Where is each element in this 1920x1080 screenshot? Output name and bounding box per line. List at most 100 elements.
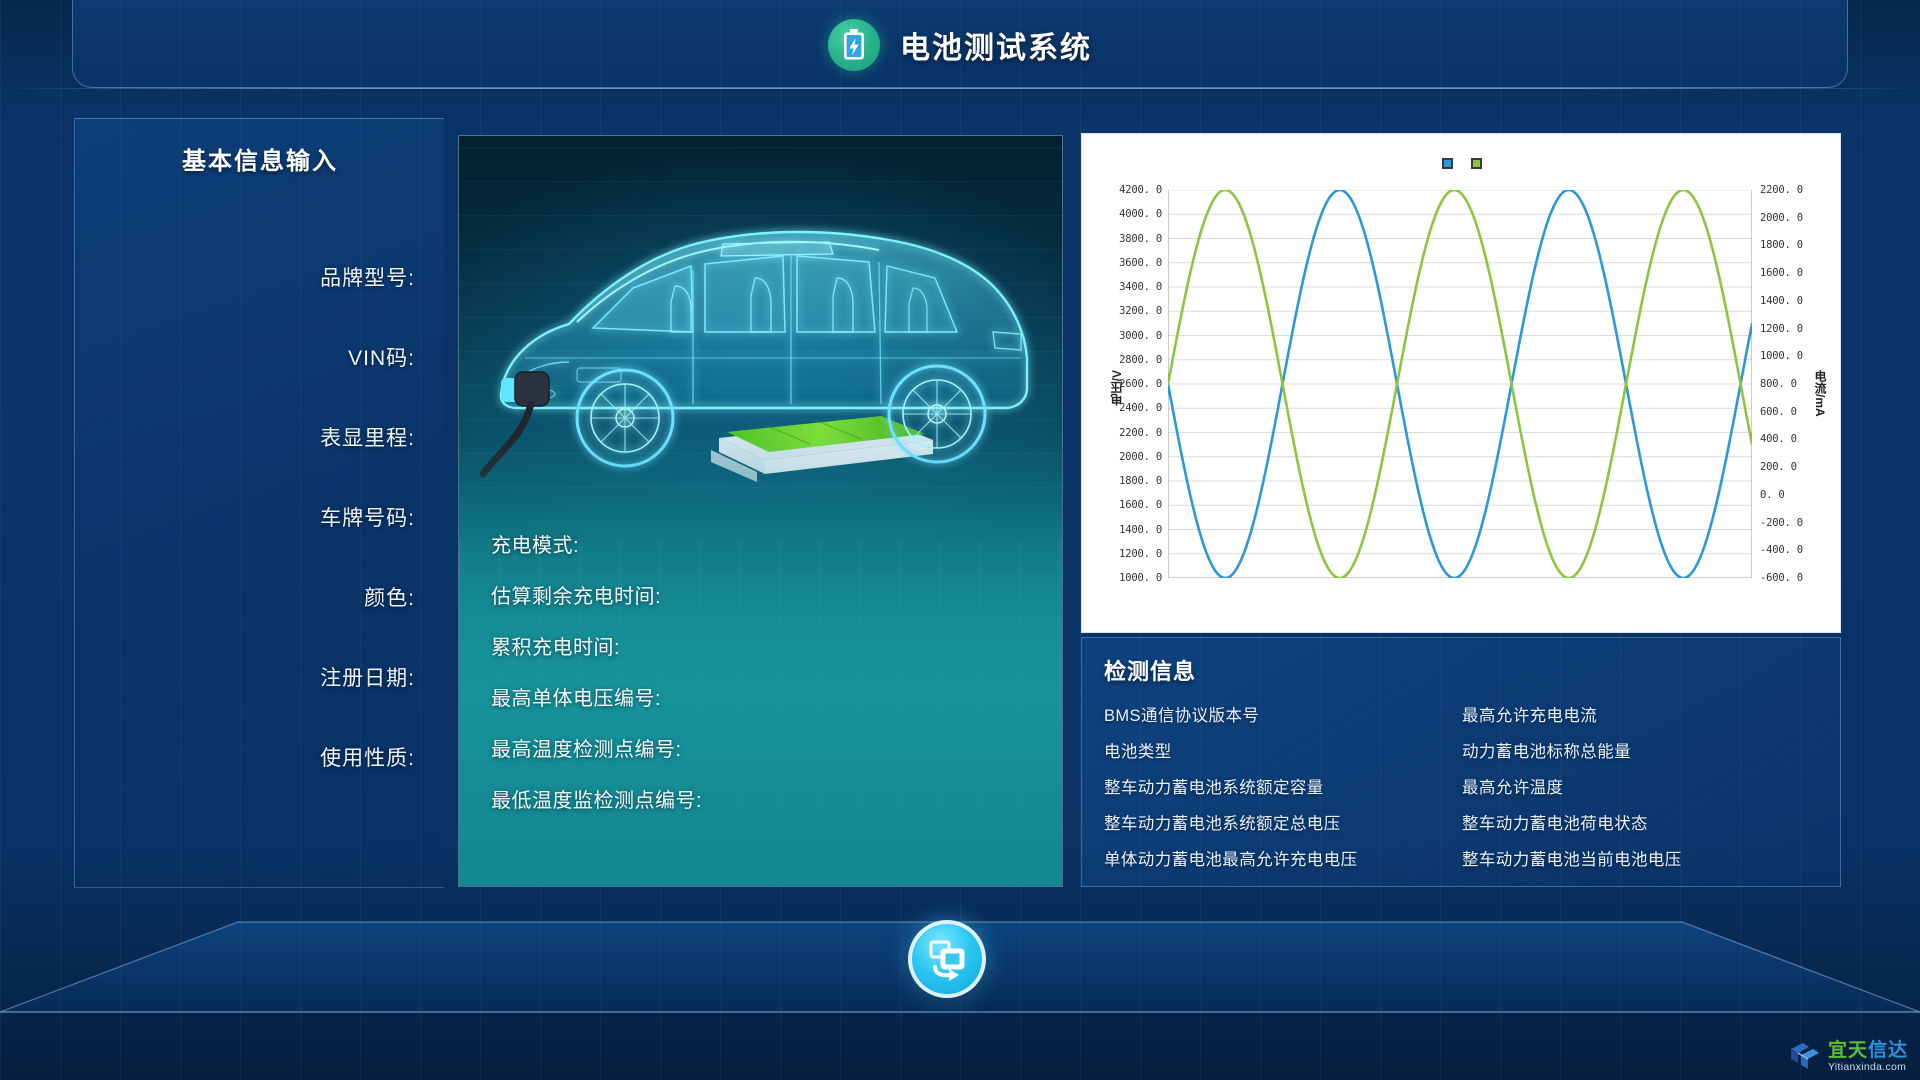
- battery-bolt-icon: [828, 19, 880, 71]
- field-row-usage-type[interactable]: 使用性质:: [75, 717, 415, 797]
- chart-y-tick-left: 2200. 0: [1119, 426, 1162, 439]
- chart-series-svg: [1168, 190, 1752, 578]
- list-item[interactable]: 整车动力蓄电池荷电状态: [1462, 815, 1648, 833]
- chart-y-tick-left: 4200. 0: [1119, 184, 1162, 196]
- detection-info-panel: 检测信息 BMS通信协议版本号 电池类型 整车动力蓄电池系统额定容量 整车动力蓄…: [1081, 637, 1841, 887]
- header: 电池测试系统: [0, 14, 1920, 76]
- chart-y-tick-left: 1200. 0: [1119, 547, 1162, 560]
- list-item[interactable]: 单体动力蓄电池最高允许充电电压: [1104, 851, 1358, 869]
- chart-y-tick-left: 1000. 0: [1119, 572, 1162, 584]
- detection-info-left-column: BMS通信协议版本号 电池类型 整车动力蓄电池系统额定容量 整车动力蓄电池系统额…: [1104, 698, 1462, 878]
- field-row-registration-date[interactable]: 注册日期:: [75, 637, 415, 717]
- field-row-max-temp-probe-number[interactable]: 最高温度检测点编号:: [491, 722, 1031, 773]
- field-label-estimated-remaining-time: 估算剩余充电时间:: [491, 586, 662, 608]
- field-row-min-temp-probe-number[interactable]: 最低温度监检测点编号:: [491, 773, 1031, 824]
- field-row-cumulative-charge-time[interactable]: 累积充电时间:: [491, 620, 1031, 671]
- chart-y-tick-right: 800. 0: [1760, 378, 1797, 390]
- basic-info-title: 基本信息输入: [182, 148, 338, 175]
- chart-y-tick-right: 1600. 0: [1760, 267, 1803, 280]
- chart-y-tick-right: -200. 0: [1760, 516, 1803, 529]
- chart-y-tick-right: 400. 0: [1760, 433, 1797, 446]
- header-divider: [0, 88, 1920, 89]
- field-row-max-cell-voltage-number[interactable]: 最高单体电压编号:: [491, 671, 1031, 722]
- chart-y-tick-left: 3400. 0: [1119, 281, 1162, 293]
- list-item[interactable]: 整车动力蓄电池系统额定容量: [1104, 779, 1324, 797]
- chart-y-tick-right: 1000. 0: [1760, 350, 1803, 363]
- field-label-brand-model: 品牌型号:: [320, 267, 415, 290]
- field-label-max-cell-voltage-number: 最高单体电压编号:: [491, 688, 662, 710]
- chart-y-tick-left: 1600. 0: [1119, 499, 1162, 512]
- chart-legend[interactable]: [1082, 158, 1842, 169]
- field-label-vin: VIN码:: [348, 347, 415, 370]
- watermark-brand-cn-blue: 信达: [1867, 1039, 1908, 1061]
- field-label-registration-date: 注册日期:: [320, 667, 415, 690]
- chart-y-tick-right: 200. 0: [1760, 461, 1797, 474]
- chart-y-tick-right: -600. 0: [1760, 572, 1803, 584]
- field-label-plate-number: 车牌号码:: [320, 507, 415, 530]
- switch-screen-icon: [929, 940, 965, 981]
- watermark-brand-cn: 宜天信达: [1828, 1041, 1908, 1060]
- field-row-charging-mode[interactable]: 充电模式:: [491, 518, 1031, 569]
- field-label-cumulative-charge-time: 累积充电时间:: [491, 637, 621, 659]
- field-label-max-temp-probe-number: 最高温度检测点编号:: [491, 739, 682, 761]
- header-frame: [72, 0, 1848, 88]
- chart-y-tick-right: 600. 0: [1760, 405, 1797, 418]
- chart-y-tick-right: 0. 0: [1760, 488, 1785, 501]
- chart-y-tick-left: 1400. 0: [1119, 523, 1162, 536]
- detection-info-right-column: 最高允许充电电流 动力蓄电池标称总能量 最高允许温度 整车动力蓄电池荷电状态 整…: [1462, 698, 1820, 878]
- chart-y-tick-left: 2000. 0: [1119, 450, 1162, 463]
- detection-info-columns: BMS通信协议版本号 电池类型 整车动力蓄电池系统额定容量 整车动力蓄电池系统额…: [1104, 698, 1820, 878]
- field-label-color: 颜色:: [364, 587, 415, 610]
- basic-info-panel: 基本信息输入 品牌型号: VIN码: 表显里程: 车牌号码: 颜色: 注册日期:…: [74, 118, 444, 888]
- chart-y-tick-right: 2000. 0: [1760, 211, 1803, 224]
- watermark-brand-cn-green: 宜天: [1827, 1039, 1868, 1061]
- charging-fields: 充电模式: 估算剩余充电时间: 累积充电时间: 最高单体电压编号: 最高温度检测…: [491, 518, 1031, 824]
- list-item[interactable]: 动力蓄电池标称总能量: [1462, 743, 1631, 761]
- chart-y-tick-left: 3600. 0: [1119, 256, 1162, 269]
- basic-info-fields: 品牌型号: VIN码: 表显里程: 车牌号码: 颜色: 注册日期: 使用性质:: [75, 237, 415, 797]
- legend-swatch-current[interactable]: [1471, 158, 1482, 169]
- chart-y-tick-left: 3200. 0: [1119, 305, 1162, 318]
- list-item[interactable]: 最高允许温度: [1462, 779, 1564, 797]
- field-label-min-temp-probe-number: 最低温度监检测点编号:: [491, 790, 703, 812]
- watermark-text: 宜天信达 Yitianxinda.com: [1828, 1041, 1908, 1073]
- chart-y-tick-left: 3800. 0: [1119, 232, 1162, 245]
- chart-y-tick-right: 1800. 0: [1760, 239, 1803, 252]
- list-item[interactable]: BMS通信协议版本号: [1104, 707, 1260, 725]
- switch-screen-button[interactable]: [908, 920, 986, 998]
- chart-y-tick-right: 2200. 0: [1760, 184, 1803, 196]
- chart-y-tick-right: 1400. 0: [1760, 294, 1803, 307]
- chart-y-tick-right: 1200. 0: [1760, 322, 1803, 335]
- chart-y-tick-right: -400. 0: [1760, 544, 1803, 557]
- field-label-charging-mode: 充电模式:: [491, 535, 580, 557]
- list-item[interactable]: 整车动力蓄电池当前电池电压: [1462, 851, 1682, 869]
- field-label-usage-type: 使用性质:: [320, 747, 415, 770]
- field-row-brand-model[interactable]: 品牌型号:: [75, 237, 415, 317]
- chart-y-tick-left: 2800. 0: [1119, 353, 1162, 366]
- field-row-vin[interactable]: VIN码:: [75, 317, 415, 397]
- field-row-plate-number[interactable]: 车牌号码:: [75, 477, 415, 557]
- watermark: 宜天信达 Yitianxinda.com: [1789, 1041, 1908, 1073]
- ev-charging-illustration: [459, 136, 1062, 886]
- list-item[interactable]: 最高允许充电电流: [1462, 707, 1598, 725]
- field-row-mileage[interactable]: 表显里程:: [75, 397, 415, 477]
- field-row-estimated-remaining-time[interactable]: 估算剩余充电时间:: [491, 569, 1031, 620]
- list-item[interactable]: 电池类型: [1104, 743, 1172, 761]
- chart-y-tick-left: 2600. 0: [1119, 378, 1162, 390]
- field-label-mileage: 表显里程:: [320, 427, 415, 450]
- legend-swatch-voltage[interactable]: [1442, 158, 1453, 169]
- page-title: 电池测试系统: [900, 32, 1092, 65]
- scene-fade-overlay: [459, 436, 1062, 886]
- chart-y-tick-left: 3000. 0: [1119, 329, 1162, 342]
- chart-plot-area: [1168, 190, 1752, 578]
- yitianxinda-logo: [1790, 1043, 1819, 1070]
- chart-y-tick-left: 1800. 0: [1119, 475, 1162, 487]
- chart-y-axis-label-right: 电流/mA: [1813, 370, 1827, 417]
- watermark-brand-en: Yitianxinda.com: [1827, 1060, 1907, 1073]
- chart-y-tick-left: 4000. 0: [1119, 208, 1162, 221]
- chart-y-tick-left: 2400. 0: [1119, 402, 1162, 415]
- list-item[interactable]: 整车动力蓄电池系统额定总电压: [1104, 815, 1341, 833]
- field-row-color[interactable]: 颜色:: [75, 557, 415, 637]
